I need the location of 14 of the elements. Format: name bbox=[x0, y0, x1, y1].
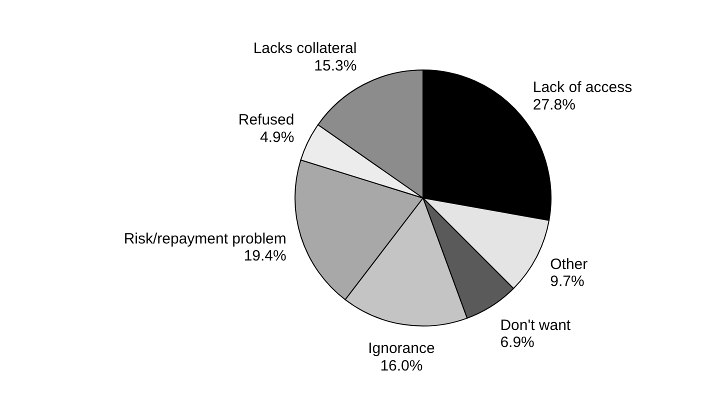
data-label: 9.7% bbox=[550, 273, 584, 290]
slice-label: Other bbox=[550, 256, 588, 273]
slice-label: Don't want bbox=[500, 316, 572, 334]
data-label: 27.8% bbox=[532, 96, 576, 114]
slice-label: Lack of access bbox=[532, 79, 632, 96]
slice-label: Ignorance bbox=[368, 340, 435, 358]
slice-label: Refused bbox=[238, 112, 294, 129]
data-label: 6.9% bbox=[500, 334, 534, 352]
slice-label: Risk/repayment problem bbox=[124, 230, 286, 248]
slice-label: Lacks collateral bbox=[253, 40, 357, 58]
data-label: 4.9% bbox=[260, 128, 294, 146]
data-label: 19.4% bbox=[244, 248, 286, 265]
data-label: 16.0% bbox=[380, 357, 423, 374]
data-label: 15.3% bbox=[314, 57, 357, 74]
